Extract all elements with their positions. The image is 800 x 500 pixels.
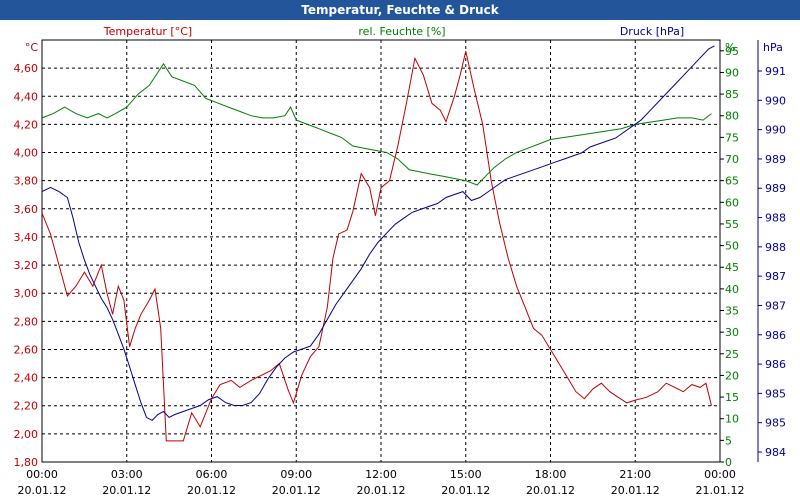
temperature-tick: 3,00 (14, 287, 39, 300)
humidity-tick: 35 (725, 305, 739, 318)
temperature-tick: 3,40 (14, 231, 39, 244)
humidity-tick: 20 (725, 369, 739, 382)
x-tick-date: 20.01.12 (357, 484, 406, 497)
temperature-tick: 4,60 (14, 62, 39, 75)
x-tick-time: 21:00 (619, 468, 651, 481)
pressure-axis-label: Druck [hPa] (620, 25, 684, 38)
temperature-tick: 2,60 (14, 343, 39, 356)
pressure-tick: 991 (765, 65, 786, 78)
pressure-unit-label: hPa (763, 41, 783, 54)
axis-ticks: 00:00 20.01.12 03:00 20.01.12 06:00 20.01.12 0… (14, 40, 786, 497)
pressure-tick: 990 (765, 124, 786, 137)
humidity-tick: 80 (725, 110, 739, 123)
pressure-tick: 987 (765, 270, 786, 283)
pressure-tick: 989 (765, 182, 786, 195)
temperature-tick: 3,60 (14, 203, 39, 216)
temperature-tick: 3,80 (14, 175, 39, 188)
temperature-axis-label: Temperatur [°C] (103, 25, 192, 38)
temperature-tick: 1,80 (14, 456, 39, 469)
pressure-tick: 990 (765, 94, 786, 107)
humidity-tick: 55 (725, 218, 739, 231)
pressure-tick: 986 (765, 329, 786, 342)
humidity-tick: 25 (725, 348, 739, 361)
humidity-tick: 45 (725, 261, 739, 274)
x-tick-time: 09:00 (280, 468, 312, 481)
humidity-tick: 0 (725, 456, 732, 469)
pressure-tick: 988 (765, 241, 786, 254)
pressure-tick: 987 (765, 299, 786, 312)
x-tick-time: 00:00 (26, 468, 58, 481)
x-tick-date: 20.01.12 (187, 484, 236, 497)
temperature-tick: 2,40 (14, 372, 39, 385)
humidity-tick: 95 (725, 45, 739, 58)
x-tick-date: 20.01.12 (526, 484, 575, 497)
humidity-tick: 5 (725, 434, 732, 447)
pressure-line (41, 45, 715, 422)
humidity-tick: 85 (725, 88, 739, 101)
humidity-tick: 30 (725, 326, 739, 339)
x-tick-time: 18:00 (535, 468, 567, 481)
temperature-tick: 2,20 (14, 400, 39, 413)
pressure-tick: 989 (765, 153, 786, 166)
x-tick-time: 12:00 (365, 468, 397, 481)
x-tick-date: 20.01.12 (611, 484, 660, 497)
temperature-tick: 4,00 (14, 147, 39, 160)
x-tick-time: 00:00 (704, 468, 736, 481)
temperature-tick: 3,20 (14, 259, 39, 272)
pressure-tick: 988 (765, 212, 786, 225)
x-tick-time: 03:00 (111, 468, 143, 481)
x-tick-date: 21.01.12 (696, 484, 745, 497)
window-title: Temperatur, Feuchte & Druck (0, 0, 800, 20)
plot-frame (41, 39, 721, 463)
x-tick-date: 20.01.12 (102, 484, 151, 497)
temperature-tick: 2,80 (14, 315, 39, 328)
humidity-tick: 90 (725, 66, 739, 79)
pressure-tick: 985 (765, 417, 786, 430)
humidity-tick: 70 (725, 153, 739, 166)
chart-grid (42, 40, 720, 463)
x-tick-time: 15:00 (450, 468, 482, 481)
pressure-tick: 985 (765, 387, 786, 400)
x-tick-date: 20.01.12 (441, 484, 490, 497)
x-tick-date: 20.01.12 (272, 484, 321, 497)
x-tick-time: 06:00 (196, 468, 228, 481)
humidity-tick: 75 (725, 131, 739, 144)
humidity-tick: 60 (725, 196, 739, 209)
pressure-tick: 984 (765, 446, 786, 459)
humidity-line (41, 62, 712, 186)
temperature-tick: 2,00 (14, 428, 39, 441)
humidity-tick: 65 (725, 175, 739, 188)
humidity-axis-label: rel. Feuchte [%] (358, 25, 445, 38)
humidity-tick: 10 (725, 413, 739, 426)
temperature-unit-label: °C (25, 41, 39, 54)
series-lines (41, 45, 715, 442)
x-tick-date: 20.01.12 (18, 484, 67, 497)
humidity-unit-label: % (725, 41, 735, 54)
temperature-line (41, 51, 712, 442)
pressure-tick: 986 (765, 358, 786, 371)
humidity-tick: 50 (725, 240, 739, 253)
temperature-tick: 4,20 (14, 118, 39, 131)
humidity-tick: 40 (725, 283, 739, 296)
temperature-tick: 4,40 (14, 90, 39, 103)
humidity-tick: 15 (725, 391, 739, 404)
